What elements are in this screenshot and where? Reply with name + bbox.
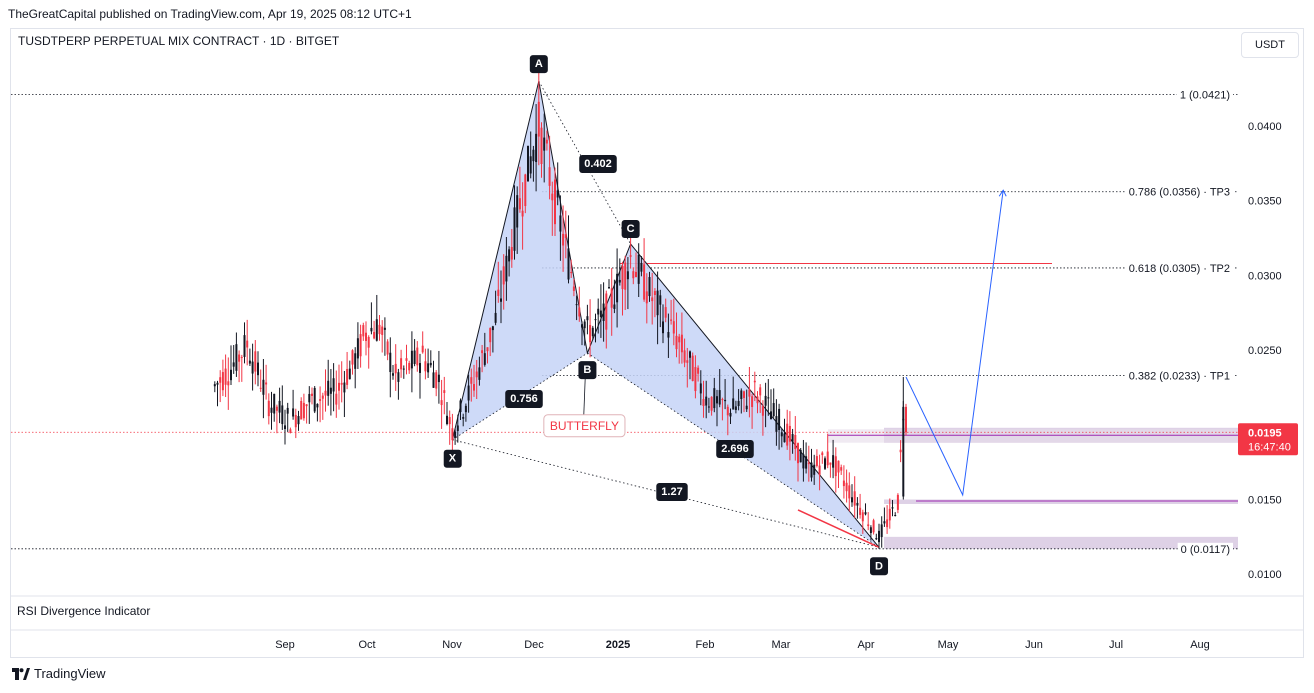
symbol-title: TUSDTPERP PERPETUAL MIX CONTRACT · 1D · … [18, 34, 340, 48]
tradingview-wordmark: TradingView [34, 666, 106, 681]
currency-button[interactable]: USDT [1241, 32, 1299, 58]
tradingview-logo-icon [12, 667, 30, 680]
publisher-line: TheGreatCapital published on TradingView… [8, 7, 412, 21]
rsi-indicator-label[interactable]: RSI Divergence Indicator [17, 604, 151, 618]
chart-frame [10, 28, 1304, 658]
tradingview-logo[interactable]: TradingView [12, 666, 106, 681]
